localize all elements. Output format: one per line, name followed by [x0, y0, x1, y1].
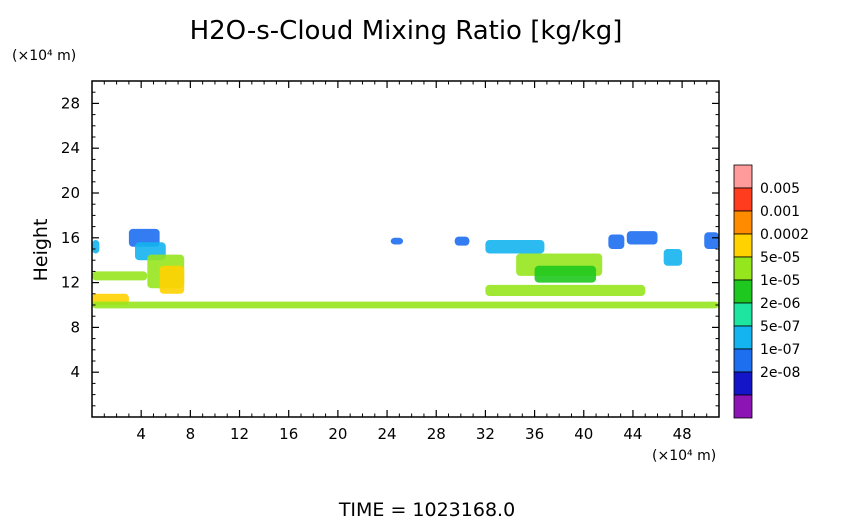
plot-background: [92, 81, 719, 417]
x-tick-label: 32: [476, 425, 495, 443]
x-tick-label: 4: [136, 425, 146, 443]
x-tick-label: 48: [673, 425, 692, 443]
legend-color-swatch: [733, 256, 753, 281]
legend-label: 1e-05: [760, 273, 800, 289]
legend-color-swatch: [733, 187, 753, 212]
time-footer: TIME = 1023168.0: [338, 499, 515, 519]
legend-color-swatch: [733, 210, 753, 235]
x-tick-label: 12: [230, 425, 249, 443]
x-tick-label: 20: [328, 425, 347, 443]
x-tick-label: 28: [427, 425, 446, 443]
y-tick-label: 24: [61, 139, 80, 157]
x-tick-label: 40: [574, 425, 593, 443]
cloud-region-5e-07: [485, 240, 545, 254]
y-tick-label: 8: [70, 318, 80, 336]
cloud-region-1e-07: [626, 231, 658, 245]
x-tick-label: 36: [525, 425, 544, 443]
legend-color-swatch: [733, 233, 753, 258]
legend-color-swatch: [733, 348, 753, 373]
legend-color-swatch: [733, 371, 753, 396]
cloud-region-1e-07: [454, 236, 470, 246]
y-axis-label: Height: [30, 219, 52, 282]
x-axis-unit: (×10⁴ m): [652, 448, 716, 464]
legend-label: 0.005: [760, 181, 800, 197]
legend-label: 2e-06: [760, 296, 800, 312]
cloud-region-0.0002: [159, 265, 185, 294]
cloud-region-1e-07: [704, 232, 719, 249]
y-tick-label: 4: [70, 363, 80, 381]
legend-color-swatch: [733, 325, 753, 350]
y-tick-label: 12: [61, 274, 80, 292]
y-axis-unit: (×10⁴ m): [12, 48, 76, 64]
y-tick-label: 16: [61, 229, 80, 247]
legend-color-swatch: [733, 279, 753, 304]
y-tick-label: 20: [61, 184, 80, 202]
cloud-region-5e-05: [92, 301, 719, 309]
cloud-region-5e-07: [92, 240, 100, 254]
x-tick-label: 16: [279, 425, 298, 443]
legend-label: 5e-05: [760, 250, 800, 266]
cloud-region-1e-07: [390, 237, 404, 245]
legend-color-swatch: [733, 302, 753, 327]
x-tick-label: 8: [186, 425, 196, 443]
color-legend: 0.005 0.001 0.0002 5e-05 1e-05 2e-06 5e-07 1e-0…: [733, 164, 809, 419]
legend-label: 0.001: [760, 204, 800, 220]
plot-frame: [91, 80, 720, 418]
legend-label: 5e-07: [760, 319, 800, 335]
x-tick-label: 24: [378, 425, 397, 443]
cloud-region-1e-05: [534, 265, 597, 283]
chart-title: H2O-s-Cloud Mixing Ratio [kg/kg]: [190, 16, 623, 46]
cloud-region-5e-05: [485, 284, 646, 297]
legend-label: 2e-08: [760, 365, 800, 381]
cloud-region-1e-07: [608, 234, 625, 249]
legend-label: 0.0002: [760, 227, 809, 243]
cloud-region-5e-07: [663, 249, 683, 266]
legend-color-swatch: [733, 164, 753, 189]
data-region-group: [92, 228, 719, 309]
y-tick-label: 28: [61, 94, 80, 112]
cloud-region-5e-05: [92, 271, 148, 281]
x-tick-label: 44: [623, 425, 642, 443]
legend-label: 1e-07: [760, 342, 800, 358]
legend-color-swatch: [733, 394, 753, 419]
